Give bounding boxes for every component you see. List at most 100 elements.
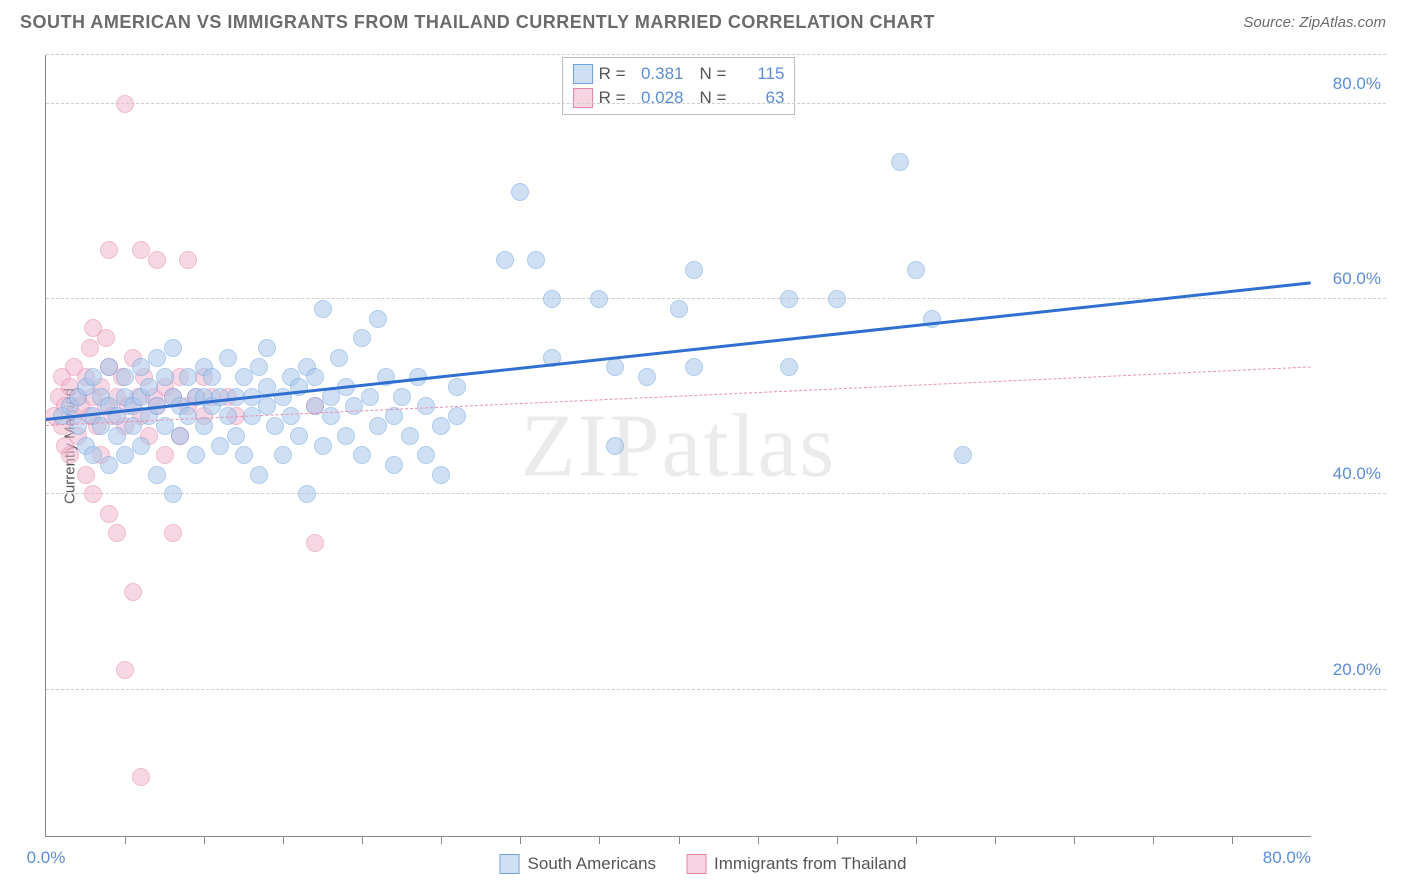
data-point [345, 397, 363, 415]
data-point [314, 437, 332, 455]
x-tick [520, 836, 521, 844]
x-tick [125, 836, 126, 844]
data-point [337, 427, 355, 445]
data-point [61, 446, 79, 464]
data-point [219, 349, 237, 367]
gridline [46, 103, 1386, 104]
legend-series-item: Immigrants from Thailand [686, 854, 906, 874]
data-point [97, 329, 115, 347]
data-point [780, 290, 798, 308]
data-point [156, 446, 174, 464]
data-point [685, 358, 703, 376]
legend-n-label: N = [700, 64, 727, 84]
data-point [250, 358, 268, 376]
data-point [274, 446, 292, 464]
data-point [274, 388, 292, 406]
data-point [124, 583, 142, 601]
legend-r-value: 0.028 [632, 88, 684, 108]
data-point [828, 290, 846, 308]
y-tick-label: 40.0% [1333, 464, 1381, 484]
data-point [590, 290, 608, 308]
x-tick [362, 836, 363, 844]
data-point [116, 661, 134, 679]
data-point [132, 768, 150, 786]
data-point [385, 456, 403, 474]
x-tick-label: 0.0% [27, 848, 66, 868]
data-point [164, 524, 182, 542]
data-point [448, 407, 466, 425]
data-point [116, 368, 134, 386]
data-point [322, 407, 340, 425]
data-point [685, 261, 703, 279]
chart-container: ZIPatlas R =0.381N =115R =0.028N =63 20.… [45, 55, 1386, 837]
data-point [250, 466, 268, 484]
data-point [164, 339, 182, 357]
data-point [108, 427, 126, 445]
legend-stat-row: R =0.028N =63 [573, 86, 785, 110]
data-point [369, 417, 387, 435]
legend-swatch [573, 88, 593, 108]
data-point [638, 368, 656, 386]
x-tick [995, 836, 996, 844]
data-point [361, 388, 379, 406]
legend-series-label: South Americans [528, 854, 657, 874]
legend-n-value: 63 [732, 88, 784, 108]
legend-n-value: 115 [732, 64, 784, 84]
legend-r-label: R = [599, 88, 626, 108]
data-point [235, 446, 253, 464]
x-tick [916, 836, 917, 844]
legend-swatch [500, 854, 520, 874]
x-tick [837, 836, 838, 844]
data-point [148, 251, 166, 269]
gridline [46, 493, 1386, 494]
x-tick [204, 836, 205, 844]
data-point [314, 300, 332, 318]
data-point [258, 397, 276, 415]
chart-title: SOUTH AMERICAN VS IMMIGRANTS FROM THAILA… [20, 12, 935, 33]
data-point [258, 339, 276, 357]
data-point [393, 388, 411, 406]
data-point [195, 417, 213, 435]
x-tick [1153, 836, 1154, 844]
gridline [46, 54, 1386, 55]
data-point [891, 153, 909, 171]
y-tick-label: 80.0% [1333, 74, 1381, 94]
source-prefix: Source: [1243, 14, 1299, 31]
legend-series: South Americans Immigrants from Thailand [500, 854, 907, 874]
plot-area: ZIPatlas R =0.381N =115R =0.028N =63 20.… [45, 55, 1311, 837]
data-point [511, 183, 529, 201]
data-point [432, 417, 450, 435]
data-point [235, 368, 253, 386]
legend-stat-row: R =0.381N =115 [573, 62, 785, 86]
data-point [187, 446, 205, 464]
x-tick [758, 836, 759, 844]
data-point [496, 251, 514, 269]
data-point [954, 446, 972, 464]
data-point [164, 485, 182, 503]
data-point [543, 290, 561, 308]
data-point [606, 358, 624, 376]
data-point [132, 437, 150, 455]
data-point [81, 339, 99, 357]
data-point [670, 300, 688, 318]
x-tick [679, 836, 680, 844]
data-point [606, 437, 624, 455]
gridline [46, 298, 1386, 299]
data-point [116, 95, 134, 113]
legend-r-value: 0.381 [632, 64, 684, 84]
data-point [132, 358, 150, 376]
data-point [401, 427, 419, 445]
data-point [417, 446, 435, 464]
data-point [100, 241, 118, 259]
data-point [211, 437, 229, 455]
y-tick-label: 20.0% [1333, 660, 1381, 680]
y-tick-label: 60.0% [1333, 269, 1381, 289]
data-point [100, 505, 118, 523]
data-point [171, 427, 189, 445]
data-point [780, 358, 798, 376]
source-name: ZipAtlas.com [1299, 14, 1386, 31]
data-point [227, 427, 245, 445]
data-point [353, 446, 371, 464]
data-point [527, 251, 545, 269]
data-point [448, 378, 466, 396]
